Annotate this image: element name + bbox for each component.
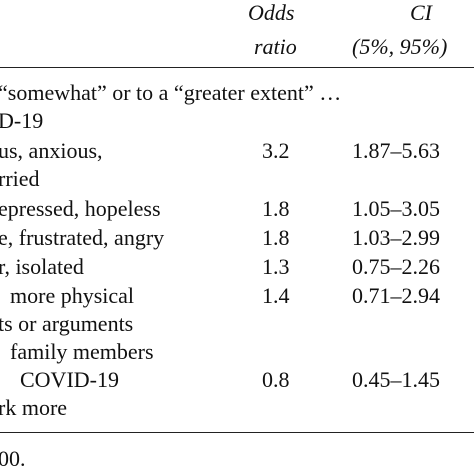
row-label: r, isolated (0, 254, 84, 279)
table-footnote: 00. (0, 446, 26, 471)
odds-ratio-cell: 1.8 (262, 196, 290, 221)
ci-cell: 1.05–3.05 (352, 196, 440, 221)
row-label: e, frustrated, angry (0, 225, 165, 250)
row-label-continued: rk more (0, 395, 68, 420)
odds-ratio-header-line1: Odds (248, 0, 295, 25)
section-heading-line2: D-19 (0, 108, 44, 133)
row-label: COVID-19 (20, 367, 119, 392)
row-label: epressed, hopeless (0, 196, 161, 221)
ci-cell: 0.71–2.94 (352, 283, 440, 308)
odds-ratio-cell: 1.4 (262, 283, 290, 308)
odds-ratio-header-line2: ratio (254, 34, 297, 59)
odds-ratio-cell: 0.8 (262, 367, 290, 392)
row-label: more physical (10, 283, 135, 308)
ci-header-line2: (5%, 95%) (352, 34, 448, 59)
row-label-continued: ts or arguments (0, 311, 134, 336)
odds-ratio-cell: 1.8 (262, 225, 290, 250)
row-label-continued: family members (10, 339, 154, 364)
ci-cell: 0.45–1.45 (352, 367, 440, 392)
ci-header-line1: CI (410, 0, 432, 25)
header-rule (0, 67, 474, 68)
ci-cell: 0.75–2.26 (352, 254, 440, 279)
row-label: us, anxious, (0, 138, 103, 163)
bottom-rule (0, 432, 474, 433)
odds-ratio-cell: 3.2 (262, 138, 290, 163)
section-heading-line1: “somewhat” or to a “greater extent” … (0, 80, 342, 105)
ci-cell: 1.87–5.63 (352, 138, 440, 163)
odds-ratio-cell: 1.3 (262, 254, 290, 279)
ci-cell: 1.03–2.99 (352, 225, 440, 250)
row-label-continued: rried (0, 166, 40, 191)
